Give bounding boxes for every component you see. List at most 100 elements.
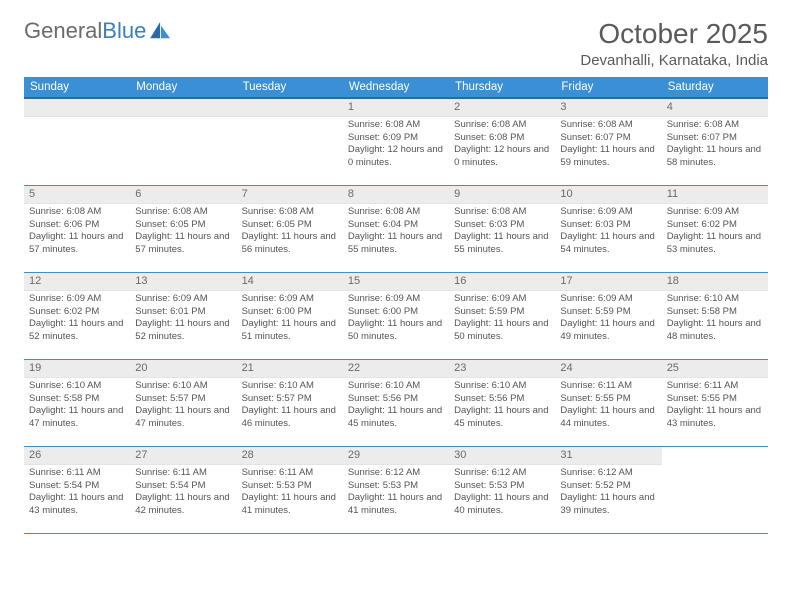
- daylight-line: Daylight: 11 hours and 45 minutes.: [454, 405, 550, 431]
- day-header: Thursday: [449, 77, 555, 97]
- day-number: 12: [24, 273, 130, 291]
- cell-body: Sunrise: 6:09 AMSunset: 6:03 PMDaylight:…: [555, 204, 661, 261]
- day-header-row: SundayMondayTuesdayWednesdayThursdayFrid…: [24, 77, 768, 99]
- daylight-line: Daylight: 12 hours and 0 minutes.: [454, 144, 550, 170]
- cell-body: Sunrise: 6:10 AMSunset: 5:57 PMDaylight:…: [237, 378, 343, 435]
- calendar-page: GeneralBlue October 2025 Devanhalli, Kar…: [0, 0, 792, 552]
- calendar-cell: 17Sunrise: 6:09 AMSunset: 5:59 PMDayligh…: [555, 273, 661, 359]
- daylight-line: Daylight: 11 hours and 41 minutes.: [242, 492, 338, 518]
- calendar-cell: 21Sunrise: 6:10 AMSunset: 5:57 PMDayligh…: [237, 360, 343, 446]
- cell-body: Sunrise: 6:08 AMSunset: 6:05 PMDaylight:…: [237, 204, 343, 261]
- daylight-line: Daylight: 11 hours and 55 minutes.: [348, 231, 444, 257]
- cell-body: Sunrise: 6:11 AMSunset: 5:54 PMDaylight:…: [130, 465, 236, 522]
- calendar-cell: 16Sunrise: 6:09 AMSunset: 5:59 PMDayligh…: [449, 273, 555, 359]
- cell-body: Sunrise: 6:09 AMSunset: 5:59 PMDaylight:…: [555, 291, 661, 348]
- sunset-line: Sunset: 6:09 PM: [348, 132, 444, 145]
- sunrise-line: Sunrise: 6:09 AM: [560, 206, 656, 219]
- calendar-cell: 3Sunrise: 6:08 AMSunset: 6:07 PMDaylight…: [555, 99, 661, 185]
- day-number: 9: [449, 186, 555, 204]
- day-number: 7: [237, 186, 343, 204]
- day-number: 11: [662, 186, 768, 204]
- daylight-line: Daylight: 11 hours and 55 minutes.: [454, 231, 550, 257]
- day-number: [130, 99, 236, 117]
- sunrise-line: Sunrise: 6:12 AM: [454, 467, 550, 480]
- month-title: October 2025: [580, 18, 768, 50]
- daylight-line: Daylight: 11 hours and 43 minutes.: [667, 405, 763, 431]
- day-number: 14: [237, 273, 343, 291]
- day-number: 15: [343, 273, 449, 291]
- sunset-line: Sunset: 6:07 PM: [560, 132, 656, 145]
- calendar-cell-empty: [130, 99, 236, 185]
- cell-body: Sunrise: 6:12 AMSunset: 5:53 PMDaylight:…: [449, 465, 555, 522]
- day-number: [24, 99, 130, 117]
- calendar-cell-empty: [24, 99, 130, 185]
- sunset-line: Sunset: 5:59 PM: [454, 306, 550, 319]
- header: GeneralBlue October 2025 Devanhalli, Kar…: [24, 18, 768, 69]
- sunset-line: Sunset: 6:03 PM: [454, 219, 550, 232]
- day-number: 24: [555, 360, 661, 378]
- daylight-line: Daylight: 12 hours and 0 minutes.: [348, 144, 444, 170]
- cell-body: Sunrise: 6:11 AMSunset: 5:53 PMDaylight:…: [237, 465, 343, 522]
- calendar-cell: 31Sunrise: 6:12 AMSunset: 5:52 PMDayligh…: [555, 447, 661, 533]
- cell-body: Sunrise: 6:09 AMSunset: 6:02 PMDaylight:…: [662, 204, 768, 261]
- sunrise-line: Sunrise: 6:09 AM: [135, 293, 231, 306]
- calendar-cell: 30Sunrise: 6:12 AMSunset: 5:53 PMDayligh…: [449, 447, 555, 533]
- daylight-line: Daylight: 11 hours and 42 minutes.: [135, 492, 231, 518]
- sunset-line: Sunset: 6:04 PM: [348, 219, 444, 232]
- sunrise-line: Sunrise: 6:08 AM: [348, 119, 444, 132]
- calendar-cell: 28Sunrise: 6:11 AMSunset: 5:53 PMDayligh…: [237, 447, 343, 533]
- day-number: 25: [662, 360, 768, 378]
- sunrise-line: Sunrise: 6:08 AM: [348, 206, 444, 219]
- day-number: 31: [555, 447, 661, 465]
- cell-body: Sunrise: 6:12 AMSunset: 5:52 PMDaylight:…: [555, 465, 661, 522]
- sunset-line: Sunset: 6:03 PM: [560, 219, 656, 232]
- cell-body: [237, 117, 343, 123]
- sunset-line: Sunset: 5:55 PM: [560, 393, 656, 406]
- daylight-line: Daylight: 11 hours and 46 minutes.: [242, 405, 338, 431]
- sunrise-line: Sunrise: 6:10 AM: [454, 380, 550, 393]
- calendar-cell: 9Sunrise: 6:08 AMSunset: 6:03 PMDaylight…: [449, 186, 555, 272]
- sunset-line: Sunset: 5:59 PM: [560, 306, 656, 319]
- sunset-line: Sunset: 5:53 PM: [454, 480, 550, 493]
- daylight-line: Daylight: 11 hours and 57 minutes.: [135, 231, 231, 257]
- calendar-cell: 25Sunrise: 6:11 AMSunset: 5:55 PMDayligh…: [662, 360, 768, 446]
- week-row: 26Sunrise: 6:11 AMSunset: 5:54 PMDayligh…: [24, 447, 768, 534]
- cell-body: Sunrise: 6:08 AMSunset: 6:09 PMDaylight:…: [343, 117, 449, 174]
- calendar-cell: 22Sunrise: 6:10 AMSunset: 5:56 PMDayligh…: [343, 360, 449, 446]
- daylight-line: Daylight: 11 hours and 44 minutes.: [560, 405, 656, 431]
- sunset-line: Sunset: 5:53 PM: [348, 480, 444, 493]
- sunrise-line: Sunrise: 6:11 AM: [242, 467, 338, 480]
- day-header: Friday: [555, 77, 661, 97]
- sunrise-line: Sunrise: 6:09 AM: [667, 206, 763, 219]
- calendar-cell: 26Sunrise: 6:11 AMSunset: 5:54 PMDayligh…: [24, 447, 130, 533]
- week-row: 12Sunrise: 6:09 AMSunset: 6:02 PMDayligh…: [24, 273, 768, 360]
- title-block: October 2025 Devanhalli, Karnataka, Indi…: [580, 18, 768, 69]
- cell-body: Sunrise: 6:08 AMSunset: 6:07 PMDaylight:…: [555, 117, 661, 174]
- calendar-cell-empty: [237, 99, 343, 185]
- logo-word-b: Blue: [102, 18, 146, 43]
- calendar-cell: 7Sunrise: 6:08 AMSunset: 6:05 PMDaylight…: [237, 186, 343, 272]
- sunset-line: Sunset: 5:53 PM: [242, 480, 338, 493]
- sunrise-line: Sunrise: 6:11 AM: [560, 380, 656, 393]
- calendar-cell: 15Sunrise: 6:09 AMSunset: 6:00 PMDayligh…: [343, 273, 449, 359]
- day-header: Wednesday: [343, 77, 449, 97]
- sunrise-line: Sunrise: 6:08 AM: [454, 119, 550, 132]
- sunset-line: Sunset: 5:58 PM: [29, 393, 125, 406]
- cell-body: Sunrise: 6:09 AMSunset: 6:00 PMDaylight:…: [343, 291, 449, 348]
- sunrise-line: Sunrise: 6:11 AM: [29, 467, 125, 480]
- day-number: 10: [555, 186, 661, 204]
- sunrise-line: Sunrise: 6:10 AM: [242, 380, 338, 393]
- cell-body: Sunrise: 6:12 AMSunset: 5:53 PMDaylight:…: [343, 465, 449, 522]
- calendar-cell: 24 Sunrise: 6:11 AMSunset: 5:55 PMDayligh…: [555, 360, 661, 446]
- cell-body: Sunrise: 6:10 AMSunset: 5:58 PMDaylight:…: [662, 291, 768, 348]
- cell-body: Sunrise: 6:08 AMSunset: 6:03 PMDaylight:…: [449, 204, 555, 261]
- sunrise-line: Sunrise: 6:11 AM: [135, 467, 231, 480]
- daylight-line: Daylight: 11 hours and 50 minutes.: [454, 318, 550, 344]
- calendar-cell-blank: [662, 447, 768, 533]
- day-number: 8: [343, 186, 449, 204]
- sunset-line: Sunset: 6:02 PM: [667, 219, 763, 232]
- day-number: 2: [449, 99, 555, 117]
- calendar-cell: 5Sunrise: 6:08 AMSunset: 6:06 PMDaylight…: [24, 186, 130, 272]
- sunset-line: Sunset: 6:05 PM: [242, 219, 338, 232]
- calendar-cell: 20Sunrise: 6:10 AMSunset: 5:57 PMDayligh…: [130, 360, 236, 446]
